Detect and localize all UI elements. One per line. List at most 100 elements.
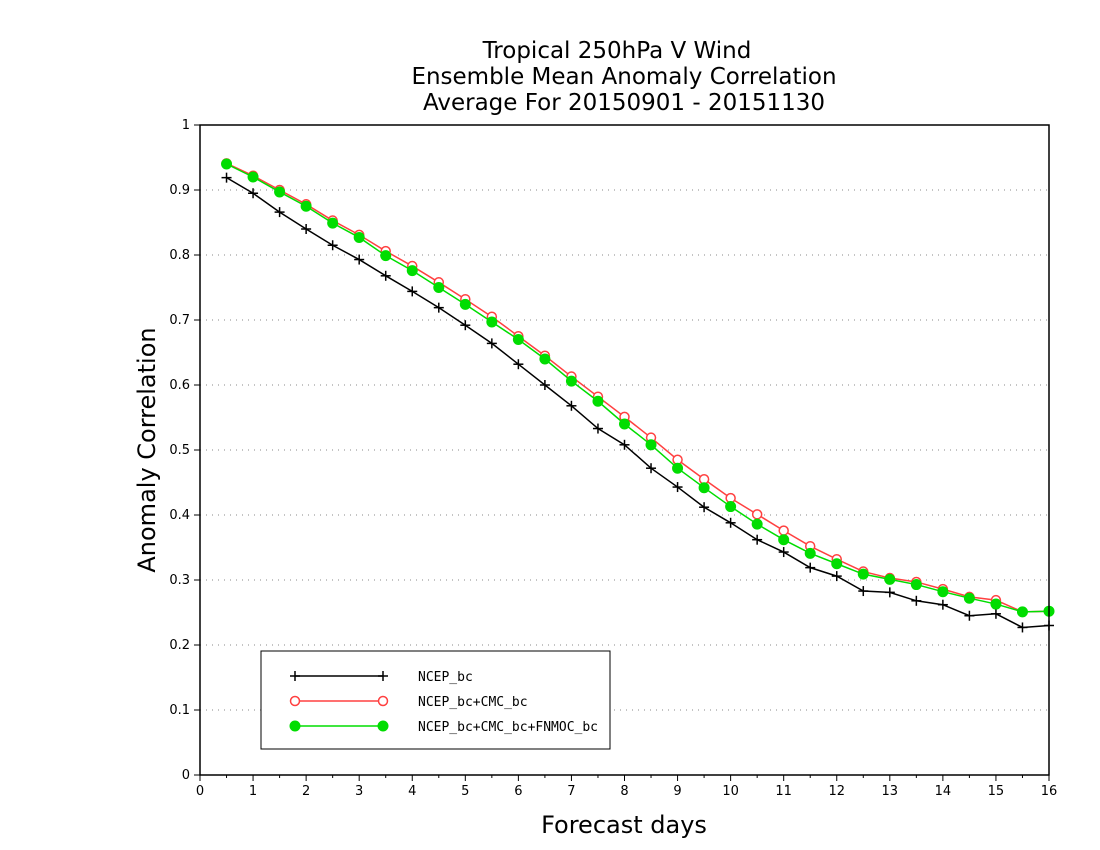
series-ncep-bc-cmc-bc-fnmoc-bc: [221, 158, 1055, 618]
axis-ticks: 00.10.20.30.40.50.60.70.80.910 1 2 3 4 5 6 7 8 9 1…: [169, 118, 1057, 799]
data-point: [327, 217, 339, 229]
data-point: [486, 338, 497, 349]
x-tick-label: 2: [302, 784, 310, 799]
y-tick-label: 0.4: [169, 508, 190, 523]
x-tick-label: 8: [620, 784, 628, 799]
data-point: [645, 439, 657, 451]
data-point: [646, 463, 657, 474]
data-point: [539, 380, 550, 390]
x-tick-label: 16: [1041, 784, 1058, 799]
data-point: [937, 586, 949, 598]
data-point: [672, 482, 683, 493]
legend-marker-end: [377, 695, 389, 707]
data-point: [699, 502, 710, 513]
chart-title-line-3: Average For 20150901 - 20151130: [423, 90, 825, 116]
series-line: [226, 163, 1050, 613]
data-point: [698, 482, 710, 494]
data-point: [778, 525, 789, 536]
data-point: [459, 298, 471, 310]
data-point: [831, 558, 843, 570]
data-point: [805, 562, 816, 573]
legend-label: NCEP_bc: [418, 670, 473, 685]
x-tick-label: 12: [828, 784, 845, 799]
data-point: [248, 188, 259, 199]
y-tick-label: 0.1: [169, 703, 190, 718]
series-ncep-bc: [221, 172, 1054, 633]
data-series: [221, 158, 1055, 633]
plot-area-frame: [199, 124, 1050, 776]
legend-marker-start: [290, 671, 300, 681]
data-point: [804, 547, 816, 559]
data-point: [672, 462, 684, 474]
data-point: [566, 400, 577, 411]
x-tick-label: 14: [935, 784, 952, 799]
y-tick-label: 0.6: [169, 378, 190, 393]
data-point: [884, 573, 896, 585]
data-point: [301, 224, 312, 234]
data-point: [964, 610, 975, 621]
data-point: [433, 302, 444, 313]
data-point: [592, 395, 604, 407]
data-point: [513, 359, 524, 370]
data-point: [1016, 606, 1028, 618]
legend-label: NCEP_bc+CMC_bc: [418, 695, 528, 710]
x-tick-label: 9: [673, 784, 681, 799]
series-ncep-bc-cmc-bc: [221, 158, 1055, 618]
data-point: [327, 240, 338, 251]
data-point: [407, 286, 418, 297]
data-point: [990, 608, 1001, 619]
data-point: [592, 423, 603, 434]
data-point: [725, 501, 737, 513]
chart-titles: Tropical 250hPa V Wind Ensemble Mean Ano…: [411, 38, 836, 116]
data-point: [778, 534, 790, 546]
x-tick-label: 7: [567, 784, 575, 799]
data-point: [1017, 622, 1028, 633]
x-tick-label: 4: [408, 784, 416, 799]
x-tick-label: 10: [722, 784, 739, 799]
data-point: [512, 334, 524, 345]
data-point: [963, 592, 975, 604]
y-axis-label: Anomaly Correlation: [133, 327, 161, 572]
x-tick-label: 11: [775, 784, 792, 799]
data-point: [354, 254, 365, 265]
series-line: [226, 162, 1050, 613]
y-tick-label: 0.2: [169, 638, 190, 653]
data-point: [778, 547, 789, 558]
y-tick-label: 1: [182, 118, 190, 133]
data-point: [406, 265, 418, 277]
data-point: [831, 571, 842, 582]
data-point: [565, 375, 577, 387]
x-tick-label: 3: [355, 784, 363, 799]
data-point: [751, 518, 763, 530]
x-tick-label: 6: [514, 784, 522, 799]
data-point: [460, 320, 471, 331]
legend: NCEP_bc NCEP_bc+CMC_bc NCEP_bc+CMC_bc+FNMO…: [260, 650, 611, 750]
data-point: [353, 231, 365, 243]
data-point: [910, 579, 922, 591]
data-point: [380, 270, 391, 281]
x-tick-label: 1: [249, 784, 257, 799]
chart-title-line-2: Ensemble Mean Anomaly Correlation: [411, 64, 836, 90]
y-tick-label: 0.5: [169, 443, 190, 458]
data-point: [725, 517, 736, 528]
y-tick-label: 0.3: [169, 573, 190, 588]
y-tick-label: 0.7: [169, 313, 190, 328]
x-tick-label: 13: [882, 784, 899, 799]
x-axis-label: Forecast days: [541, 811, 707, 839]
data-point: [857, 568, 869, 580]
data-point: [486, 316, 498, 328]
legend-marker-end: [378, 671, 388, 681]
legend-box: [260, 650, 611, 750]
data-point: [380, 250, 392, 262]
series-line: [226, 177, 1050, 629]
grid-lines: [200, 189, 1049, 711]
data-point: [300, 200, 312, 212]
data-point: [858, 586, 869, 597]
x-tick-label: 15: [988, 784, 1005, 799]
data-point: [539, 353, 551, 365]
data-point: [884, 587, 895, 598]
legend-marker-end: [377, 720, 389, 732]
y-tick-label: 0.8: [169, 248, 190, 263]
y-tick-label: 0.9: [169, 183, 190, 198]
data-point: [221, 158, 233, 170]
